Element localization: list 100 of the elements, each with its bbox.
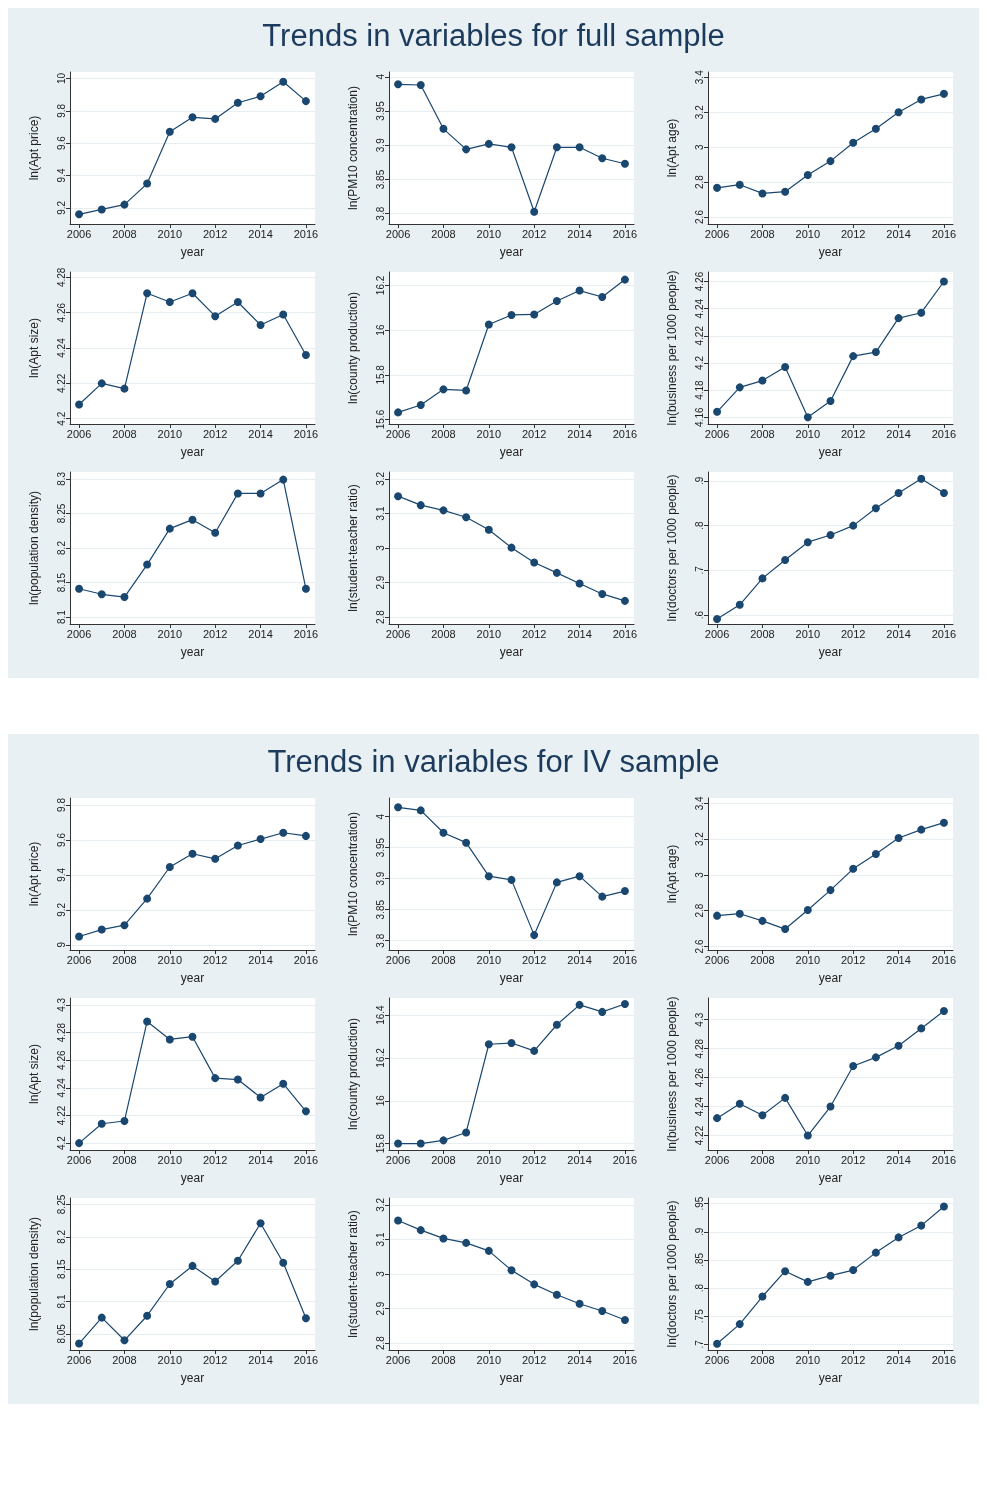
y-axis-title: ln(population density): [27, 490, 41, 606]
point: [416, 401, 425, 409]
point: [781, 556, 790, 565]
point: [462, 145, 471, 154]
x-tick-label: 2008: [750, 1153, 775, 1166]
point: [530, 558, 539, 567]
x-tick-label: 2006: [704, 227, 730, 240]
point: [462, 838, 471, 847]
y-tick-label: .8: [693, 521, 705, 530]
y-tick-label: 3.9: [374, 871, 386, 886]
point: [598, 293, 607, 302]
y-tick-label: 9: [55, 941, 67, 948]
x-tick-label: 2012: [202, 627, 228, 640]
point: [394, 1216, 403, 1225]
point: [301, 584, 310, 593]
y-tick-label: 8.1: [55, 1294, 67, 1309]
point: [75, 1139, 84, 1148]
chart-title: Trends in variables for IV sample: [266, 744, 721, 780]
x-tick-label: 2014: [248, 427, 273, 440]
x-tick-label: 2010: [476, 627, 502, 640]
y-tick-label: 9.4: [55, 867, 67, 882]
x-axis-title: year: [499, 971, 524, 985]
y-tick-label: 10: [55, 72, 67, 85]
point: [120, 593, 129, 602]
y-tick-label: 2.8: [374, 1335, 386, 1351]
point: [97, 590, 106, 599]
point: [484, 1246, 493, 1255]
y-tick-label: 15.8: [374, 364, 386, 385]
point: [575, 1299, 584, 1308]
x-tick-label: 2006: [385, 1153, 411, 1166]
x-tick-label: 2008: [750, 953, 775, 966]
x-tick-label: 2014: [248, 627, 273, 640]
y-axis-title: ln(Apt price): [27, 115, 41, 181]
x-tick-label: 2016: [931, 1153, 957, 1166]
point: [598, 1007, 607, 1016]
y-tick-label: 16: [374, 324, 386, 336]
x-axis-title: year: [180, 645, 205, 659]
x-tick-label: 2010: [795, 427, 821, 440]
x-axis-title: year: [818, 445, 843, 459]
y-tick-label: 9.6: [55, 135, 67, 151]
y-tick-label: 2.6: [693, 939, 705, 954]
point: [894, 108, 903, 117]
point: [143, 894, 152, 903]
y-tick-label: .9: [693, 476, 705, 486]
x-tick-label: 2016: [293, 953, 319, 966]
point: [439, 506, 448, 515]
y-tick-label: 9.2: [55, 200, 67, 215]
x-tick-label: 2006: [704, 1353, 730, 1366]
y-tick-label: 4.28: [693, 1038, 705, 1059]
x-axis-title: year: [180, 245, 205, 259]
point: [530, 310, 539, 319]
point: [713, 407, 722, 416]
point: [279, 310, 288, 319]
point: [416, 1139, 425, 1148]
point: [301, 1314, 310, 1323]
x-tick-label: 2008: [750, 227, 775, 240]
y-axis-title: ln(population density): [27, 1216, 41, 1332]
point: [165, 1035, 174, 1044]
point: [598, 892, 607, 901]
point: [233, 1075, 242, 1084]
y-tick-label: 2.8: [693, 903, 705, 918]
point: [713, 615, 722, 624]
x-axis-title: year: [818, 1171, 843, 1185]
x-tick-label: 2010: [795, 1353, 821, 1366]
x-tick-label: 2006: [385, 627, 411, 640]
y-tick-label: 3: [374, 544, 386, 551]
x-tick-label: 2016: [931, 627, 957, 640]
point: [279, 1079, 288, 1088]
point: [439, 124, 448, 133]
y-tick-label: .6: [693, 610, 705, 620]
point: [713, 1339, 722, 1348]
point: [552, 568, 561, 577]
point: [439, 385, 448, 394]
x-tick-label: 2010: [795, 953, 821, 966]
point: [233, 489, 242, 498]
y-tick-label: 3.1: [374, 506, 386, 521]
x-tick-label: 2016: [612, 1153, 638, 1166]
point: [143, 1311, 152, 1320]
x-tick-label: 2006: [66, 427, 92, 440]
point: [713, 1114, 722, 1123]
point: [939, 489, 948, 498]
point: [939, 818, 948, 827]
point: [211, 854, 220, 863]
y-tick-label: .7: [693, 1339, 705, 1349]
point: [233, 841, 242, 850]
point: [439, 1234, 448, 1243]
x-tick-label: 2008: [750, 1353, 775, 1366]
point: [233, 98, 242, 107]
point: [188, 1032, 197, 1041]
x-tick-label: 2012: [202, 1153, 228, 1166]
y-tick-label: .8: [693, 1283, 705, 1293]
point: [233, 298, 242, 307]
point: [871, 504, 880, 513]
point: [143, 560, 152, 569]
x-tick-label: 2016: [612, 953, 638, 966]
point: [803, 538, 812, 547]
y-tick-label: 2.6: [693, 209, 705, 224]
y-tick-label: 4.24: [55, 1077, 67, 1098]
point: [165, 1280, 174, 1289]
point: [803, 905, 812, 914]
